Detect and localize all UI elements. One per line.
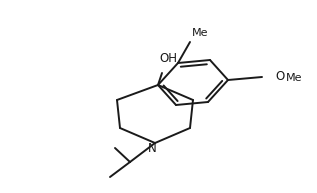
Text: Me: Me	[286, 73, 302, 83]
Text: N: N	[148, 141, 156, 155]
Text: Me: Me	[192, 28, 208, 38]
Text: OH: OH	[159, 52, 177, 64]
Text: O: O	[275, 70, 285, 84]
